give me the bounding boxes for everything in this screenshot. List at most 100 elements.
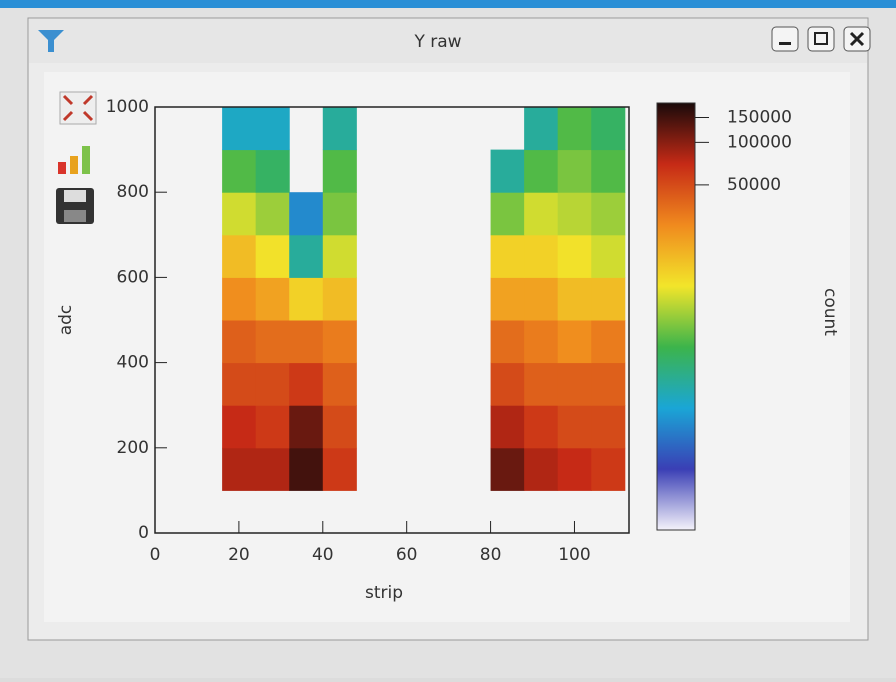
x-axis-label: strip xyxy=(365,583,403,603)
heatmap-cell xyxy=(322,447,357,491)
stats-button[interactable] xyxy=(58,146,90,174)
heatmap-cell xyxy=(490,192,525,236)
heatmap-cell xyxy=(222,234,257,278)
heatmap-cell xyxy=(524,447,559,491)
x-tick-label: 40 xyxy=(312,545,334,565)
heatmap-cell xyxy=(524,192,559,236)
heatmap-cell xyxy=(289,362,324,406)
heatmap-cell xyxy=(524,107,559,151)
heatmap-cell xyxy=(591,320,626,364)
heatmap-cell xyxy=(222,362,257,406)
y-tick-label: 400 xyxy=(117,353,149,373)
heatmap-cell xyxy=(222,107,257,151)
window-title: Y raw xyxy=(413,32,461,52)
heatmap-cell xyxy=(591,405,626,449)
z-tick-label: 50000 xyxy=(727,175,781,195)
heatmap-cell xyxy=(289,320,324,364)
heatmap-cell xyxy=(490,277,525,321)
heatmap-cell xyxy=(557,149,592,193)
save-button[interactable] xyxy=(56,188,94,224)
title-bar xyxy=(29,19,867,63)
heatmap-cell xyxy=(490,234,525,278)
heatmap-cell xyxy=(222,192,257,236)
heatmap-cell xyxy=(557,447,592,491)
heatmap-cell xyxy=(289,192,324,236)
heatmap-cell xyxy=(322,149,357,193)
heatmap-cell xyxy=(591,192,626,236)
heatmap-cell xyxy=(591,234,626,278)
color-bar xyxy=(656,102,696,531)
y-tick-label: 800 xyxy=(117,182,149,202)
y-axis-label: adc xyxy=(56,305,76,336)
x-tick-label: 100 xyxy=(558,545,590,565)
heatmap-cell xyxy=(289,234,324,278)
heatmap-cell xyxy=(591,362,626,406)
heatmap-cell xyxy=(524,149,559,193)
heatmap-cell xyxy=(524,320,559,364)
x-tick-label: 80 xyxy=(480,545,502,565)
heatmap-cell xyxy=(255,149,290,193)
heatmap-cell xyxy=(591,277,626,321)
heatmap-cell xyxy=(557,362,592,406)
heatmap-cell xyxy=(322,277,357,321)
heatmap-cell xyxy=(222,405,257,449)
heatmap-cell xyxy=(289,277,324,321)
plot-frame xyxy=(154,106,630,534)
heatmap-cell xyxy=(490,405,525,449)
heatmap-cell xyxy=(557,107,592,151)
z-tick-label: 100000 xyxy=(727,132,792,152)
x-tick-label: 20 xyxy=(228,545,250,565)
heatmap-cell xyxy=(222,149,257,193)
heatmap-cell xyxy=(557,405,592,449)
heatmap-cell xyxy=(222,320,257,364)
z-tick-label: 150000 xyxy=(727,107,792,127)
heatmap-cell xyxy=(255,320,290,364)
filter-icon[interactable] xyxy=(38,30,64,52)
heatmap-cell xyxy=(524,234,559,278)
heatmap-cell xyxy=(524,277,559,321)
unzoom-button[interactable] xyxy=(59,91,97,125)
heatmap-cell xyxy=(255,447,290,491)
z-axis-label: count xyxy=(820,288,840,336)
heatmap-cell xyxy=(289,405,324,449)
heatmap-cell xyxy=(490,447,525,491)
heatmap-cell xyxy=(591,107,626,151)
heatmap-cell xyxy=(255,192,290,236)
heatmap-cell xyxy=(222,447,257,491)
heatmap-cell xyxy=(255,277,290,321)
heatmap-cell xyxy=(322,234,357,278)
heatmap-cell xyxy=(255,405,290,449)
close-button[interactable] xyxy=(843,26,871,52)
heatmap-cell xyxy=(322,405,357,449)
heatmap-cell xyxy=(524,405,559,449)
heatmap-cell xyxy=(222,277,257,321)
heatmap-cell xyxy=(322,320,357,364)
heatmap-cell xyxy=(255,234,290,278)
y-tick-label: 600 xyxy=(117,267,149,287)
heatmap-cell xyxy=(557,320,592,364)
heatmap-cell xyxy=(591,149,626,193)
heatmap-cell xyxy=(557,234,592,278)
maximize-button[interactable] xyxy=(807,26,835,52)
heatmap-cell xyxy=(591,447,626,491)
heatmap-cell xyxy=(322,362,357,406)
y-tick-label: 1000 xyxy=(106,97,149,117)
heatmap-cell xyxy=(322,107,357,151)
top-bar xyxy=(0,0,896,8)
heatmap-cell xyxy=(490,320,525,364)
heatmap-cell xyxy=(490,362,525,406)
heatmap-cell xyxy=(289,447,324,491)
minimize-button[interactable] xyxy=(771,26,799,52)
heatmap-cell xyxy=(322,192,357,236)
heatmap-cell xyxy=(255,107,290,151)
x-tick-label: 60 xyxy=(396,545,418,565)
heatmap-cell xyxy=(490,149,525,193)
heatmap-cell xyxy=(255,362,290,406)
canvas xyxy=(44,72,850,622)
heatmap-cell xyxy=(557,192,592,236)
heatmap-cell xyxy=(557,277,592,321)
y-tick-label: 200 xyxy=(117,438,149,458)
x-tick-label: 0 xyxy=(150,545,161,565)
heatmap-cell xyxy=(524,362,559,406)
